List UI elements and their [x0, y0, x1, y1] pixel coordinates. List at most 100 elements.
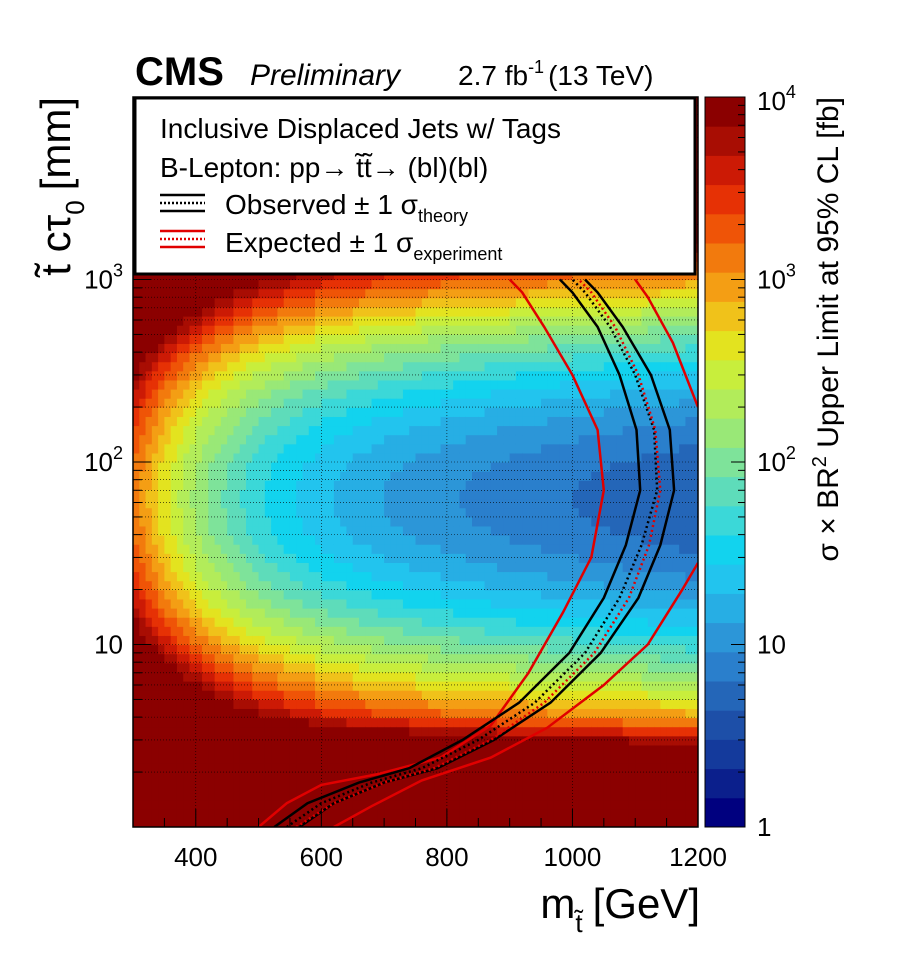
heatmap-cell [283, 790, 291, 801]
heatmap-cell [296, 553, 304, 563]
heatmap-cell [359, 544, 366, 554]
heatmap-cell [233, 471, 241, 481]
heatmap-cell [277, 653, 285, 664]
heatmap-cell [246, 653, 253, 664]
heatmap-cell [390, 681, 398, 691]
heatmap-cell [139, 489, 147, 500]
heatmap-cell [340, 772, 348, 782]
heatmap-cell [327, 571, 335, 582]
heatmap-cell [396, 717, 404, 728]
heatmap-cell [227, 425, 235, 436]
heatmap-cell [202, 617, 209, 627]
heatmap-cell [283, 708, 291, 719]
heatmap-cell [384, 708, 391, 719]
heatmap-cell [365, 653, 373, 664]
heatmap-cell [346, 535, 354, 545]
heatmap-cell [446, 297, 454, 308]
heatmap-cell [214, 416, 222, 427]
heatmap-cell [227, 690, 235, 700]
heatmap-cell [202, 288, 209, 299]
heatmap-cell [277, 379, 285, 390]
heatmap-cell [459, 398, 467, 408]
heatmap-cell [202, 489, 209, 500]
heatmap-cell [490, 708, 498, 719]
heatmap-cell [352, 288, 360, 299]
heatmap-cell [264, 325, 272, 335]
heatmap-cell [327, 325, 335, 335]
heatmap-cell [264, 781, 272, 792]
heatmap-cell [133, 690, 140, 700]
heatmap-cell [296, 370, 304, 381]
heatmap-cell [202, 580, 209, 591]
heatmap-cell [415, 462, 423, 472]
heatmap-cell [522, 553, 530, 563]
heatmap-cell [365, 379, 373, 390]
heatmap-cell [145, 562, 153, 573]
heatmap-cell [296, 635, 304, 646]
heatmap-cell [327, 370, 335, 381]
heatmap-cell [522, 735, 530, 746]
heatmap-cell [133, 361, 140, 372]
heatmap-cell [264, 544, 272, 554]
heatmap-cell [164, 306, 172, 317]
heatmap-cell [421, 598, 429, 609]
heatmap-cell [396, 425, 404, 436]
heatmap-cell [202, 297, 209, 308]
heatmap-cell [233, 425, 241, 436]
heatmap-cell [453, 316, 461, 326]
heatmap-cell [252, 817, 260, 827]
heatmap-cell [440, 626, 448, 636]
heatmap-cell [239, 325, 247, 335]
heatmap-cell [158, 306, 165, 317]
heatmap-cell [402, 708, 410, 719]
heatmap-cell [302, 462, 310, 472]
heatmap-cell [390, 498, 398, 509]
heatmap-cell [377, 489, 385, 500]
heatmap-cell [390, 735, 398, 746]
heatmap-cell [409, 808, 417, 819]
heatmap-cell [271, 425, 278, 436]
heatmap-cell [522, 635, 530, 646]
heatmap-cell [384, 407, 391, 417]
heatmap-cell [478, 617, 486, 627]
heatmap-cell [145, 471, 153, 481]
heatmap-cell [321, 352, 329, 363]
heatmap-cell [289, 817, 297, 827]
heatmap-cell [271, 817, 278, 827]
heatmap-cell [145, 799, 153, 810]
heatmap-cell [264, 708, 272, 719]
heatmap-cell [446, 717, 454, 728]
heatmap-cell [158, 699, 165, 709]
heatmap-cell [465, 790, 473, 801]
heatmap-cell [446, 699, 454, 709]
heatmap-cell [233, 781, 241, 792]
heatmap-cell [296, 671, 304, 682]
heatmap-cell [264, 498, 272, 509]
heatmap-cell [302, 617, 310, 627]
heatmap-cell [227, 544, 235, 554]
heatmap-cell [315, 690, 322, 700]
heatmap-cell [202, 635, 209, 646]
heatmap-cell [352, 726, 360, 737]
heatmap-cell [258, 288, 266, 299]
heatmap-cell [246, 370, 253, 381]
heatmap-cell [453, 735, 461, 746]
heatmap-cell [352, 781, 360, 792]
heatmap-cell [440, 425, 448, 436]
heatmap-cell [421, 790, 429, 801]
heatmap-cell [465, 462, 473, 472]
heatmap-cell [164, 662, 172, 673]
heatmap-cell [258, 763, 266, 773]
heatmap-cell [239, 608, 247, 618]
heatmap-cell [277, 370, 285, 381]
heatmap-cell [497, 452, 504, 463]
heatmap-cell [158, 325, 165, 335]
heatmap-cell [421, 781, 429, 792]
heatmap-cell [446, 626, 454, 636]
heatmap-cell [321, 681, 329, 691]
heatmap-cell [151, 735, 159, 746]
heatmap-cell [371, 379, 379, 390]
heatmap-cell [183, 462, 191, 472]
heatmap-cell [264, 297, 272, 308]
heatmap-cell [202, 662, 209, 673]
